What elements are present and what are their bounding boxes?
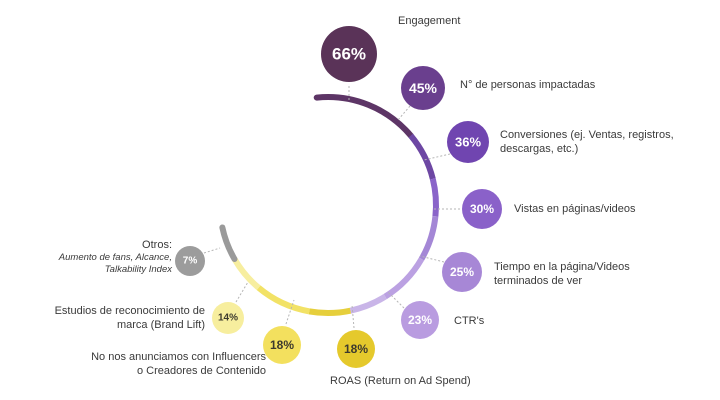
label-line: Estudios de reconocimiento de — [54, 305, 205, 317]
label-line: marca (Brand Lift) — [116, 319, 205, 331]
bubble-5: 25% — [442, 252, 482, 292]
label-line: CTR's — [454, 315, 485, 327]
bubble-label: N° de personas impactadas — [460, 78, 595, 92]
bubble-circle — [263, 326, 301, 364]
ring-arc-segment — [408, 133, 436, 180]
bubble-value: 14% — [218, 313, 238, 324]
bubble-label: CTR's — [454, 314, 484, 328]
bubble-circle — [175, 246, 205, 276]
label-line: Talkability Index — [104, 264, 172, 275]
ring-arc-segment — [349, 294, 387, 314]
ring-arc — [219, 94, 439, 316]
bubble-1: 66% — [321, 26, 377, 82]
label-line: N° de personas impactadas — [460, 79, 596, 91]
bubble-circle — [321, 26, 377, 82]
bubble-circle — [337, 330, 375, 368]
label-line: Conversiones (ej. Ventas, registros, — [500, 129, 674, 141]
label-line: terminados de ver — [494, 275, 583, 287]
bubble-2: 45% — [401, 66, 445, 110]
label-line: No nos anunciamos con Influencers — [91, 351, 266, 363]
label-line: ROAS (Return on Ad Spend) — [330, 375, 471, 387]
bubble-label: ROAS (Return on Ad Spend) — [330, 374, 471, 388]
bubble-label: Tiempo en la página/Videos terminados de … — [494, 260, 630, 288]
leader-line — [397, 105, 411, 121]
bubble-label: Conversiones (ej. Ventas, registros, desc… — [500, 128, 674, 156]
label-line: o Creadores de Contenido — [136, 365, 266, 377]
label-line: Aumento de fans, Alcance, — [58, 252, 172, 263]
leader-line — [235, 281, 249, 303]
bubble-7: 18% — [337, 330, 375, 368]
ring-arc-segment — [231, 257, 261, 291]
ring-arc-segment — [219, 224, 238, 262]
bubble-label: No nos anunciamos con Influencers o Cread… — [91, 350, 266, 378]
bubble-label: Vistas en páginas/videos — [514, 202, 636, 216]
bubble-8: 18% — [263, 326, 301, 364]
leader-line — [203, 247, 221, 254]
bubble-value: 18% — [344, 342, 368, 356]
bubble-circle — [212, 302, 244, 334]
bubble-value: 25% — [450, 265, 474, 279]
bubble-circle — [401, 301, 439, 339]
ring-arc-segment — [313, 94, 414, 139]
bubble-value: 23% — [408, 313, 432, 327]
ring-arc-segment — [256, 285, 310, 315]
leader-line — [423, 153, 451, 161]
bubble-4: 30% — [462, 189, 502, 229]
bubble-label: Otros: Aumento de fans, Alcance, Talkabili… — [59, 238, 172, 276]
bubble-value: 7% — [183, 256, 198, 267]
bubble-3: 36% — [447, 121, 489, 163]
bubble-value: 66% — [332, 45, 366, 64]
bubble-value: 45% — [409, 80, 438, 96]
leader-lines — [203, 86, 460, 329]
bubbles: 66% 45% 36% 30% 25% 23% 18% 18% 14% 7% — [175, 26, 502, 368]
bubble-circle — [462, 189, 502, 229]
ring-arc-segment — [308, 307, 352, 316]
ring-arc-segment — [418, 215, 439, 261]
bubble-label: Estudios de reconocimiento de marca (Bran… — [55, 304, 205, 332]
bubble-circle — [442, 252, 482, 292]
label-line: Tiempo en la página/Videos — [494, 261, 630, 273]
ring-arc-segment — [383, 257, 425, 300]
bubble-10: 7% — [175, 246, 205, 276]
leader-line — [285, 299, 295, 325]
label-line: Engagement — [398, 15, 461, 27]
bubble-value: 30% — [470, 202, 494, 216]
bubble-circle — [447, 121, 489, 163]
bubble-label: Engagement — [398, 14, 460, 28]
bubble-value: 18% — [270, 338, 294, 352]
bubble-9: 14% — [212, 302, 244, 334]
ring-arc-segment — [429, 178, 439, 217]
label-line: descargas, etc.) — [500, 143, 579, 155]
bubble-6: 23% — [401, 301, 439, 339]
label-line: Vistas en páginas/videos — [514, 203, 636, 215]
bubble-circle — [401, 66, 445, 110]
label-line: Otros: — [142, 239, 172, 251]
leader-line — [419, 255, 445, 263]
bubble-value: 36% — [455, 135, 481, 150]
